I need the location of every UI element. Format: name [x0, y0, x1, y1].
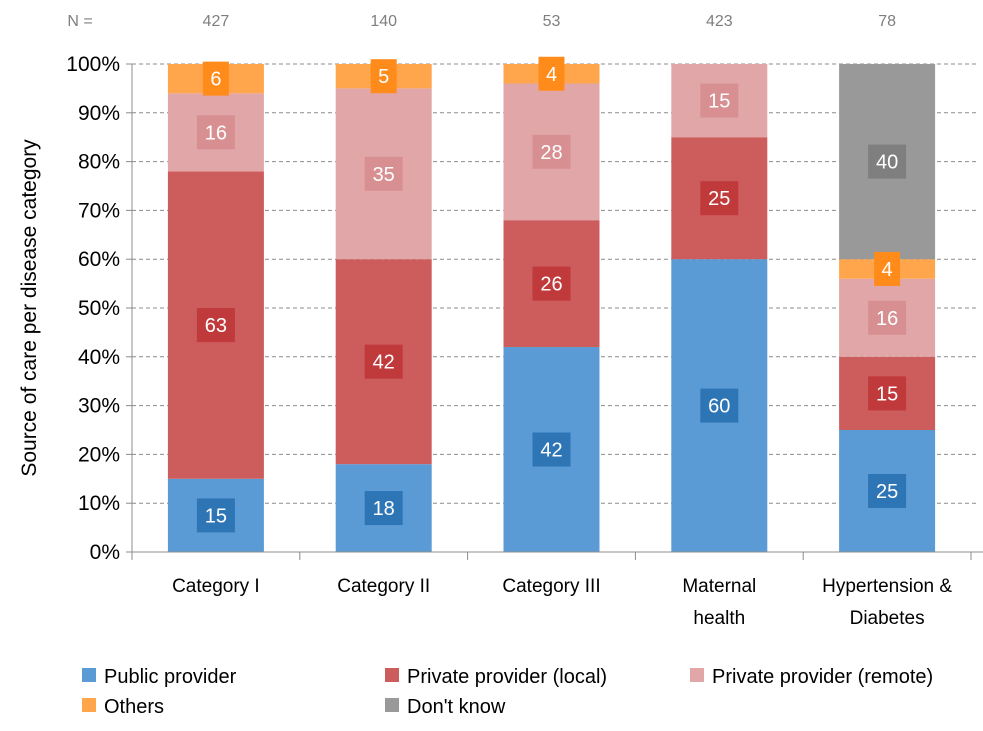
legend-swatch: [385, 698, 399, 712]
x-category-label: Diabetes: [850, 608, 925, 629]
data-label-box: [532, 432, 571, 467]
x-category-label: Category III: [502, 576, 600, 597]
legend-swatch: [82, 698, 96, 712]
data-label: 16: [876, 308, 898, 330]
legend-label: Others: [104, 696, 164, 718]
y-axis-title: Source of care per disease category: [18, 139, 41, 477]
legend-label: Public provider: [104, 666, 237, 688]
axes: 0% 10% 20% 30% 40% 50% 60% 70% 80% 90% 100% N = 427 1…: [66, 13, 983, 629]
legend-label: Private provider (remote): [712, 666, 933, 688]
data-label: 5: [378, 66, 389, 88]
x-category-label: Hypertension &: [822, 576, 952, 597]
data-label-box: [364, 156, 403, 191]
y-tick-label: 10%: [78, 492, 120, 515]
y-tick-label: 0%: [90, 541, 120, 564]
n-prefix-label: N =: [67, 13, 92, 30]
data-label-box: [868, 300, 907, 335]
data-label-box: [868, 474, 907, 508]
n-value-label: 53: [543, 13, 561, 30]
data-label: 35: [373, 164, 395, 186]
n-value-label: 78: [878, 13, 896, 30]
x-category-label: health: [693, 608, 745, 629]
legend-swatch: [385, 668, 399, 682]
n-value-label: 427: [203, 13, 230, 30]
data-label: 42: [373, 352, 395, 374]
data-label: 4: [546, 64, 557, 86]
data-label-box: [202, 61, 229, 96]
y-tick-label: 100%: [66, 53, 120, 76]
data-label: 15: [876, 383, 898, 405]
n-value-label: 140: [370, 13, 397, 30]
y-tick-label: 70%: [78, 199, 120, 222]
legend-label: Don't know: [407, 696, 506, 718]
data-label: 63: [205, 315, 227, 337]
y-tick-label: 20%: [78, 443, 120, 466]
data-label-box: [532, 134, 571, 169]
legend-swatch: [82, 668, 96, 682]
data-label: 16: [205, 122, 227, 144]
x-category-label: Maternal: [682, 576, 756, 597]
data-label-box: [868, 376, 907, 411]
data-label-box: [868, 144, 907, 179]
data-label: 4: [882, 259, 893, 281]
data-label-box: [874, 251, 901, 286]
data-label-box: [196, 308, 235, 343]
data-label: 18: [373, 498, 395, 520]
y-tick-label: 40%: [78, 346, 120, 369]
data-label: 40: [876, 152, 898, 174]
data-label: 42: [540, 440, 562, 462]
data-label-box: [532, 266, 571, 301]
y-tick-label: 30%: [78, 395, 120, 418]
data-label: 25: [708, 188, 730, 210]
data-label: 60: [708, 396, 730, 418]
data-label-box: [196, 115, 235, 150]
data-label: 6: [210, 69, 221, 91]
x-category-label: Category I: [172, 576, 260, 597]
data-label: 28: [540, 142, 562, 164]
data-label-box: [538, 56, 565, 91]
legend-swatch: [690, 668, 704, 682]
data-label: 26: [540, 274, 562, 296]
data-label-box: [700, 83, 739, 118]
y-tick-label: 60%: [78, 248, 120, 271]
data-label-box: [700, 181, 739, 216]
x-category-label: Category II: [337, 576, 430, 597]
y-tick-label: 50%: [78, 297, 120, 320]
n-value-label: 423: [706, 13, 733, 30]
data-label-box: [364, 491, 403, 526]
y-tick-label: 80%: [78, 151, 120, 174]
data-label: 15: [708, 91, 730, 113]
legend-label: Private provider (local): [407, 666, 607, 688]
data-labels: 15 63 16 6 18 42 35 5 42 26 28 4 60 25 15 25 15 16 4 40: [196, 56, 907, 533]
legend: Public provider Private provider (local) P…: [82, 666, 933, 718]
data-label: 15: [205, 505, 227, 527]
data-label-box: [700, 388, 739, 423]
y-tick-label: 90%: [78, 102, 120, 125]
data-label-box: [364, 344, 403, 379]
data-label-box: [370, 59, 397, 94]
data-label-box: [196, 498, 235, 533]
data-label: 25: [876, 481, 898, 503]
